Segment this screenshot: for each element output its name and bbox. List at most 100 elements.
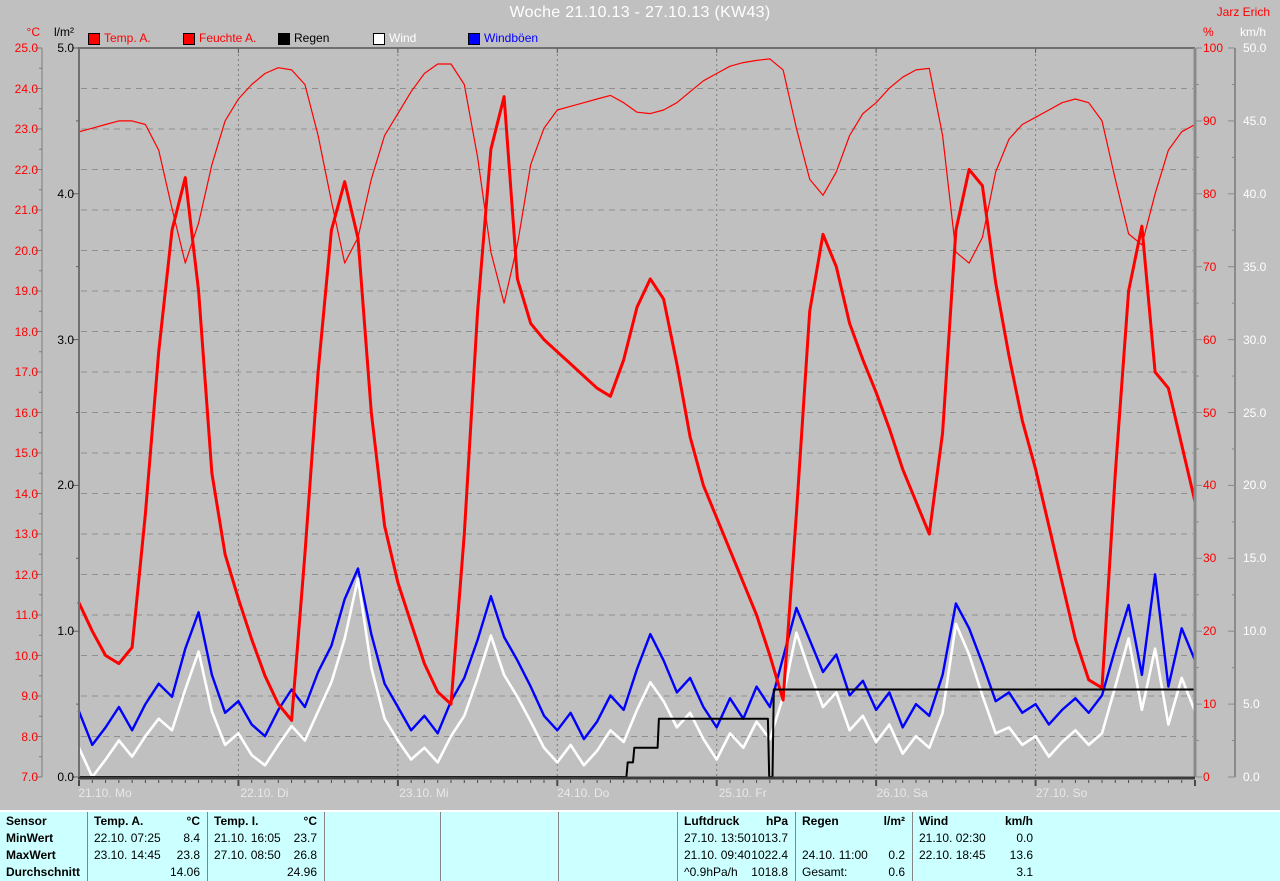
table-row: [441, 830, 558, 847]
temp-axis-unit: °C: [26, 25, 40, 39]
table-column: Temp. A. °C 22.10. 07:25 8.4 23.10. 14:45 23.…: [88, 812, 208, 881]
table-row: 14.06: [88, 864, 207, 881]
temp-tick-label: 8.0: [21, 729, 38, 744]
table-cell: 21.10. 02:30: [919, 831, 986, 845]
table-row: 21.10. 02:30 0.0: [913, 830, 1040, 847]
wind-tick-label: 15.0: [1243, 551, 1267, 566]
table-cell: 14.06: [169, 865, 200, 879]
legend-label: Feuchte A.: [199, 31, 257, 45]
table-cell: 3.1: [1016, 865, 1033, 879]
table-column: [559, 812, 678, 881]
legend-swatch-icon: [468, 33, 480, 45]
day-label: 23.10. Mi: [399, 786, 449, 800]
table-row: 24.10. 11:00 0.2: [796, 847, 912, 864]
table-cell: Temp. I.: [214, 814, 259, 828]
table-row: MaxWert: [0, 847, 87, 864]
legend-label: Temp. A.: [104, 31, 151, 45]
table-cell: 27.10. 08:50: [214, 848, 281, 862]
table-row: [559, 830, 677, 847]
rain-tick-label: 3.0: [57, 332, 74, 347]
table-cell: 23.8: [176, 848, 200, 862]
temp-tick-label: 21.0: [14, 203, 38, 217]
table-cell: MaxWert: [6, 848, 56, 862]
legend-swatch-icon: [88, 33, 100, 45]
humidity-tick-label: 80: [1203, 186, 1217, 201]
rain-tick-label: 5.0: [57, 41, 74, 55]
rain-tick-label: 1.0: [57, 624, 74, 639]
temp-tick-label: 7.0: [21, 770, 38, 784]
table-cell: 22.10. 18:45: [919, 848, 986, 862]
temp-tick-label: 25.0: [14, 41, 38, 55]
table-column: [441, 812, 559, 881]
table-row: Durchschnitt: [0, 864, 87, 881]
table-row: Regen l/m²: [796, 813, 912, 830]
wind-tick-label: 25.0: [1243, 405, 1267, 420]
humidity-tick-label: 0: [1203, 770, 1210, 784]
series-windb-en: [77, 567, 1197, 747]
table-cell: °C: [303, 814, 317, 828]
temp-tick-label: 13.0: [14, 527, 38, 541]
table-row: ^0.9hPa/h 1018.8: [678, 864, 795, 881]
table-column: [325, 812, 441, 881]
table-cell: Wind: [919, 814, 949, 828]
series-temp-a-: [77, 95, 1197, 722]
table-cell: 21.10. 09:40: [684, 848, 751, 862]
legend-swatch-icon: [373, 33, 385, 45]
table-cell: km/h: [1004, 814, 1033, 828]
table-cell: 21.10. 16:05: [214, 831, 281, 845]
wind-axis-unit: km/h: [1240, 25, 1267, 39]
legend-swatch-icon: [278, 33, 290, 45]
table-row: Gesamt: 0.6: [796, 864, 912, 881]
legend-swatch-icon: [183, 33, 195, 45]
table-cell: 27.10. 13:50: [684, 831, 751, 845]
wind-tick-label: 35.0: [1243, 259, 1267, 274]
wind-tick-label: 0.0: [1243, 770, 1260, 784]
series-feuchte-a-: [78, 58, 1196, 304]
table-row: Luftdruck hPa: [678, 813, 795, 830]
humidity-axis-unit: %: [1203, 25, 1214, 39]
table-cell: 0.0: [1016, 831, 1033, 845]
temp-tick-label: 10.0: [14, 648, 38, 663]
wind-tick-label: 40.0: [1243, 186, 1267, 201]
table-cell: Temp. A.: [94, 814, 144, 828]
table-cell: °C: [186, 814, 200, 828]
day-label: 25.10. Fr: [718, 786, 767, 800]
wind-tick-label: 5.0: [1243, 697, 1260, 712]
table-cell: 23.7: [293, 831, 317, 845]
table-column: Luftdruck hPa 27.10. 13:50 1013.7 21.10. 09:…: [678, 812, 796, 881]
day-label: 24.10. Do: [557, 786, 610, 800]
humidity-tick-label: 100: [1203, 41, 1224, 55]
table-cell: Sensor: [6, 814, 47, 828]
plot-area: [35, 47, 1236, 786]
table-cell: 1013.7: [751, 831, 788, 845]
table-row: [559, 864, 677, 881]
temp-tick-label: 17.0: [14, 365, 38, 379]
rain-axis-unit: l/m²: [54, 25, 74, 39]
table-row: 27.10. 08:50 26.8: [208, 847, 324, 864]
table-cell: 26.8: [293, 848, 317, 862]
table-row: Temp. A. °C: [88, 813, 207, 830]
table-cell: 0.6: [888, 865, 905, 879]
table-cell: ^0.9hPa/h: [684, 865, 738, 879]
temp-tick-label: 23.0: [14, 122, 38, 136]
author-watermark: Jarz Erich: [1216, 5, 1270, 19]
table-row: 22.10. 18:45 13.6: [913, 847, 1040, 864]
humidity-tick-label: 10: [1203, 697, 1217, 712]
table-row: [796, 830, 912, 847]
temp-tick-label: 22.0: [14, 162, 38, 177]
table-cell: 8.4: [183, 831, 200, 845]
table-row: 22.10. 07:25 8.4: [88, 830, 207, 847]
wind-tick-label: 50.0: [1243, 41, 1267, 55]
table-cell: Regen: [802, 814, 839, 828]
table-row: [559, 847, 677, 864]
temp-tick-label: 12.0: [14, 567, 38, 582]
table-cell: 13.6: [1009, 848, 1033, 862]
humidity-tick-label: 70: [1203, 259, 1217, 274]
table-row: [325, 864, 440, 881]
humidity-tick-label: 60: [1203, 332, 1217, 347]
table-row: [441, 864, 558, 881]
wind-tick-label: 10.0: [1243, 624, 1267, 639]
table-row: 27.10. 13:50 1013.7: [678, 830, 795, 847]
table-cell: 23.10. 14:45: [94, 848, 161, 862]
temp-tick-label: 9.0: [21, 689, 38, 703]
